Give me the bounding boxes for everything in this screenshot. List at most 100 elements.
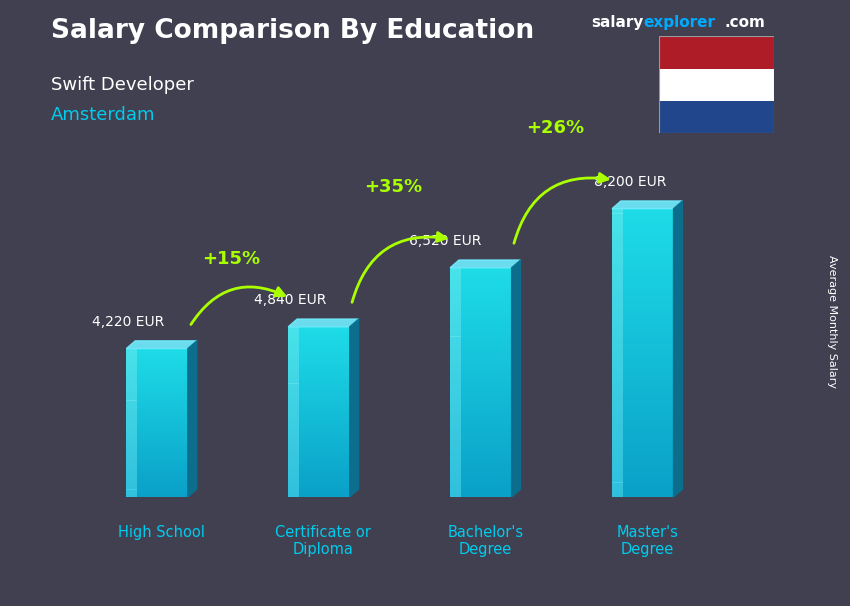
Bar — [127, 467, 138, 470]
Bar — [288, 381, 299, 384]
Bar — [612, 401, 673, 405]
Bar — [450, 275, 462, 279]
Bar — [127, 396, 138, 398]
Text: Swift Developer: Swift Developer — [51, 76, 194, 94]
Bar — [127, 470, 138, 472]
Bar — [288, 488, 299, 491]
Bar — [288, 415, 349, 418]
Bar — [612, 324, 623, 329]
Bar — [127, 455, 188, 458]
Bar — [450, 279, 512, 283]
Bar — [127, 428, 188, 430]
Bar — [612, 266, 673, 271]
Bar — [288, 395, 299, 398]
Text: explorer: explorer — [643, 15, 716, 30]
Bar — [288, 451, 299, 454]
Bar — [288, 409, 349, 412]
Bar — [288, 404, 349, 406]
Bar — [288, 341, 299, 344]
Bar — [612, 271, 623, 276]
Bar — [450, 359, 512, 363]
Bar — [288, 404, 299, 406]
Bar — [450, 478, 512, 482]
Bar — [127, 435, 188, 438]
Bar — [612, 233, 673, 238]
Bar — [450, 417, 512, 421]
Bar — [612, 463, 623, 468]
Bar — [127, 418, 138, 421]
Bar — [612, 473, 623, 478]
Bar — [127, 460, 138, 462]
Bar — [612, 454, 623, 459]
Bar — [450, 451, 462, 455]
Bar — [288, 361, 349, 364]
Bar — [450, 394, 462, 398]
Text: High School: High School — [118, 525, 205, 540]
Bar — [288, 369, 299, 372]
Bar — [612, 319, 673, 324]
Bar — [127, 477, 188, 479]
Bar — [450, 318, 512, 321]
Bar — [450, 489, 512, 493]
Bar — [450, 379, 512, 382]
Text: Average Monthly Salary: Average Monthly Salary — [827, 255, 837, 388]
Bar — [288, 412, 299, 415]
Bar — [127, 440, 138, 442]
Bar — [127, 474, 188, 477]
Bar — [288, 406, 349, 409]
Bar — [612, 257, 623, 262]
Bar — [127, 494, 138, 497]
Bar — [612, 435, 673, 439]
Bar — [612, 295, 623, 300]
Bar — [612, 257, 673, 262]
Bar — [288, 491, 299, 494]
Bar — [612, 247, 623, 252]
Bar — [288, 344, 299, 347]
Bar — [450, 474, 512, 478]
Bar — [450, 348, 462, 351]
Bar — [450, 482, 462, 485]
Bar — [612, 430, 673, 435]
Bar — [612, 362, 623, 367]
Bar — [612, 358, 673, 362]
Bar — [612, 333, 673, 338]
Bar — [450, 329, 462, 333]
Bar — [127, 490, 138, 492]
Bar — [127, 405, 188, 408]
Bar — [288, 485, 299, 488]
Polygon shape — [127, 341, 196, 348]
Bar — [450, 493, 512, 497]
Bar — [450, 447, 512, 451]
Bar — [288, 409, 299, 412]
Bar — [288, 378, 299, 381]
Bar — [612, 492, 673, 497]
Bar — [288, 406, 299, 409]
Bar — [612, 353, 623, 358]
Bar — [288, 412, 349, 415]
Bar — [288, 372, 349, 375]
Bar — [127, 453, 138, 455]
Bar — [450, 298, 462, 302]
Bar — [450, 462, 462, 467]
Bar — [127, 425, 188, 428]
Bar — [612, 252, 673, 257]
Bar — [612, 333, 623, 338]
Bar — [288, 474, 299, 477]
Polygon shape — [188, 341, 196, 497]
Bar — [127, 413, 138, 415]
Bar — [127, 388, 188, 391]
Polygon shape — [612, 201, 683, 208]
Bar — [612, 223, 623, 228]
Bar — [450, 336, 512, 341]
Bar — [450, 462, 512, 467]
Bar — [612, 305, 673, 310]
Bar — [288, 451, 349, 454]
Bar — [127, 442, 188, 445]
Bar — [612, 300, 623, 305]
Bar — [288, 429, 349, 431]
Bar — [450, 386, 512, 390]
Bar — [288, 401, 349, 404]
Bar — [450, 470, 512, 474]
Bar — [450, 379, 462, 382]
Bar — [450, 485, 512, 489]
